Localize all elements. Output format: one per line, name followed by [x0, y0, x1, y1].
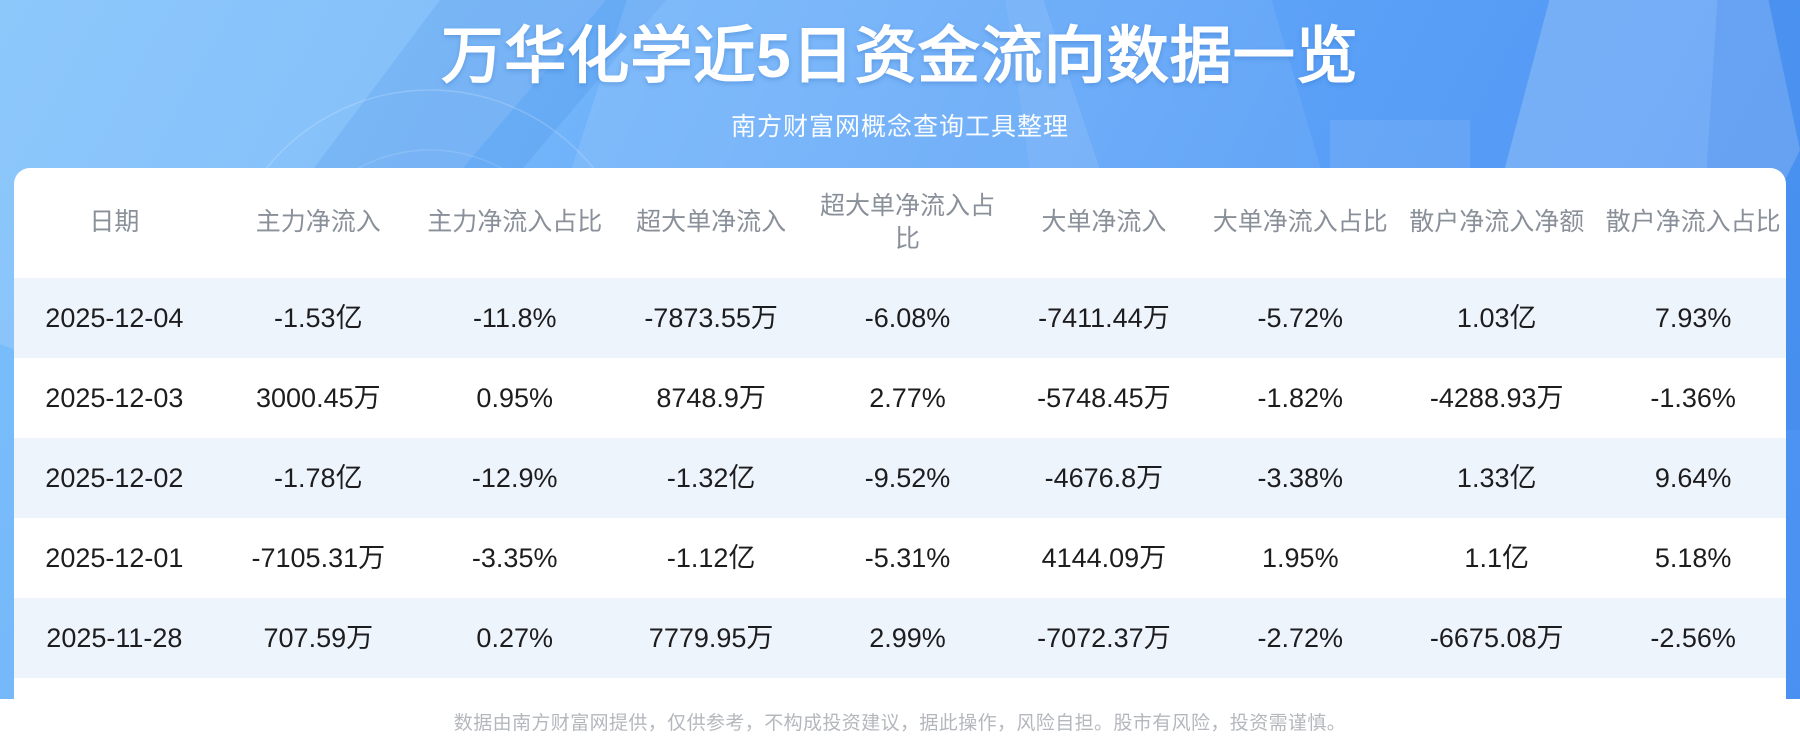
- cell-xl-net: -7873.55万: [644, 302, 778, 333]
- cell-main-net: -1.53亿: [274, 302, 363, 333]
- cell-xl-net: -1.12亿: [666, 542, 756, 573]
- cell-retail-net: -4288.93万: [1429, 382, 1564, 413]
- cell-date: 2025-12-01: [45, 542, 184, 573]
- column-header-lg-net: 大单净流入: [1041, 208, 1167, 237]
- cell-lg-pct: 1.95%: [1262, 542, 1339, 573]
- column-header-xl-pct: 超大单净流入占比: [820, 191, 996, 254]
- cell-retail-pct: -1.36%: [1650, 382, 1736, 413]
- cell-xl-pct: -5.31%: [864, 542, 951, 573]
- cell-lg-pct: -2.72%: [1257, 622, 1344, 653]
- cell-retail-pct: -2.56%: [1650, 622, 1736, 653]
- cell-retail-net: 1.1亿: [1464, 542, 1529, 573]
- cell-lg-pct: -5.72%: [1257, 302, 1344, 333]
- table-header: 日期 主力净流入 主力净流入占比 超大单净流入 超大单净流入占比 大单净流入 大…: [14, 168, 1786, 278]
- table-row: 2025-12-02 -1.78亿 -12.9% -1.32亿 -9.52% -4676.…: [14, 438, 1786, 518]
- table-header-row: 日期 主力净流入 主力净流入占比 超大单净流入 超大单净流入占比 大单净流入 大…: [14, 168, 1786, 278]
- cell-retail-net: -6675.08万: [1429, 622, 1564, 653]
- cell-xl-pct: 2.77%: [869, 382, 946, 413]
- cell-lg-net: 4144.09万: [1041, 542, 1167, 573]
- cell-date: 2025-12-02: [45, 462, 184, 493]
- column-header-xl-net: 超大单净流入: [636, 208, 787, 237]
- disclaimer-text: 数据由南方财富网提供，仅供参考，不构成投资建议，据此操作，风险自担。股市有风险，…: [453, 712, 1347, 734]
- cell-xl-pct: -9.52%: [864, 462, 951, 493]
- cell-main-net: -7105.31万: [251, 542, 386, 573]
- column-header-date: 日期: [89, 208, 140, 237]
- cell-main-net: -1.78亿: [274, 462, 363, 493]
- cell-main-pct: 0.27%: [476, 622, 553, 653]
- page-title: 万华化学近5日资金流向数据一览: [441, 22, 1359, 91]
- cell-retail-pct: 5.18%: [1654, 542, 1732, 573]
- column-header-lg-pct: 大单净流入占比: [1212, 208, 1388, 237]
- cell-xl-pct: 2.99%: [869, 622, 946, 653]
- cell-main-pct: -12.9%: [471, 462, 558, 493]
- cell-lg-net: -7411.44万: [1038, 302, 1170, 333]
- cell-lg-net: -4676.8万: [1044, 462, 1164, 493]
- cell-main-pct: 0.95%: [476, 382, 553, 413]
- poster-header: 万华化学近5日资金流向数据一览 南方财富网概念查询工具整理: [0, 0, 1800, 168]
- table-row: 2025-12-04 -1.53亿 -11.8% -7873.55万 -6.08% -74…: [14, 278, 1786, 358]
- cell-date: 2025-12-03: [45, 382, 184, 413]
- cell-date: 2025-12-04: [45, 302, 184, 333]
- table-row: 2025-11-28 707.59万 0.27% 7779.95万 2.99% -7072…: [14, 598, 1786, 678]
- column-header-main-pct: 主力净流入占比: [427, 208, 603, 237]
- page-subtitle: 南方财富网概念查询工具整理: [730, 113, 1069, 142]
- cell-lg-pct: -1.82%: [1257, 382, 1344, 413]
- cell-retail-net: 1.33亿: [1456, 462, 1537, 493]
- cell-xl-net: -1.32亿: [666, 462, 756, 493]
- table-body: 2025-12-04 -1.53亿 -11.8% -7873.55万 -6.08% -74…: [14, 278, 1786, 678]
- cell-retail-pct: 7.93%: [1654, 302, 1732, 333]
- cell-date: 2025-11-28: [46, 622, 183, 653]
- cell-lg-net: -7072.37万: [1037, 622, 1171, 653]
- cell-main-pct: -3.35%: [471, 542, 558, 573]
- cell-lg-net: -5748.45万: [1037, 382, 1171, 413]
- cell-xl-net: 8748.9万: [656, 382, 766, 413]
- cell-xl-net: 7779.95万: [648, 622, 774, 653]
- column-header-retail-pct: 散户净流入占比: [1605, 208, 1781, 237]
- fund-flow-table: 日期 主力净流入 主力净流入占比 超大单净流入 超大单净流入占比 大单净流入 大…: [14, 168, 1786, 678]
- cell-xl-pct: -6.08%: [864, 302, 951, 333]
- footer-bar: 数据由南方财富网提供，仅供参考，不构成投资建议，据此操作，风险自担。股市有风险，…: [0, 699, 1800, 743]
- table-row: 2025-12-03 3000.45万 0.95% 8748.9万 2.77% -5748…: [14, 358, 1786, 438]
- cell-main-net: 3000.45万: [256, 382, 381, 413]
- cell-retail-pct: 9.64%: [1654, 462, 1732, 493]
- column-header-retail-net: 散户净流入净额: [1409, 208, 1585, 237]
- table-row: 2025-12-01 -7105.31万 -3.35% -1.12亿 -5.31% 414…: [14, 518, 1786, 598]
- cell-lg-pct: -3.38%: [1257, 462, 1344, 493]
- cell-main-net: 707.59万: [263, 622, 374, 653]
- data-table-card: 南方财富网 southmoney.com 日期 主力净流入 主力净流入占比 超大…: [14, 168, 1786, 699]
- cell-main-pct: -11.8%: [472, 302, 557, 333]
- cell-retail-net: 1.03亿: [1456, 302, 1537, 333]
- column-header-main-net: 主力净流入: [255, 208, 381, 237]
